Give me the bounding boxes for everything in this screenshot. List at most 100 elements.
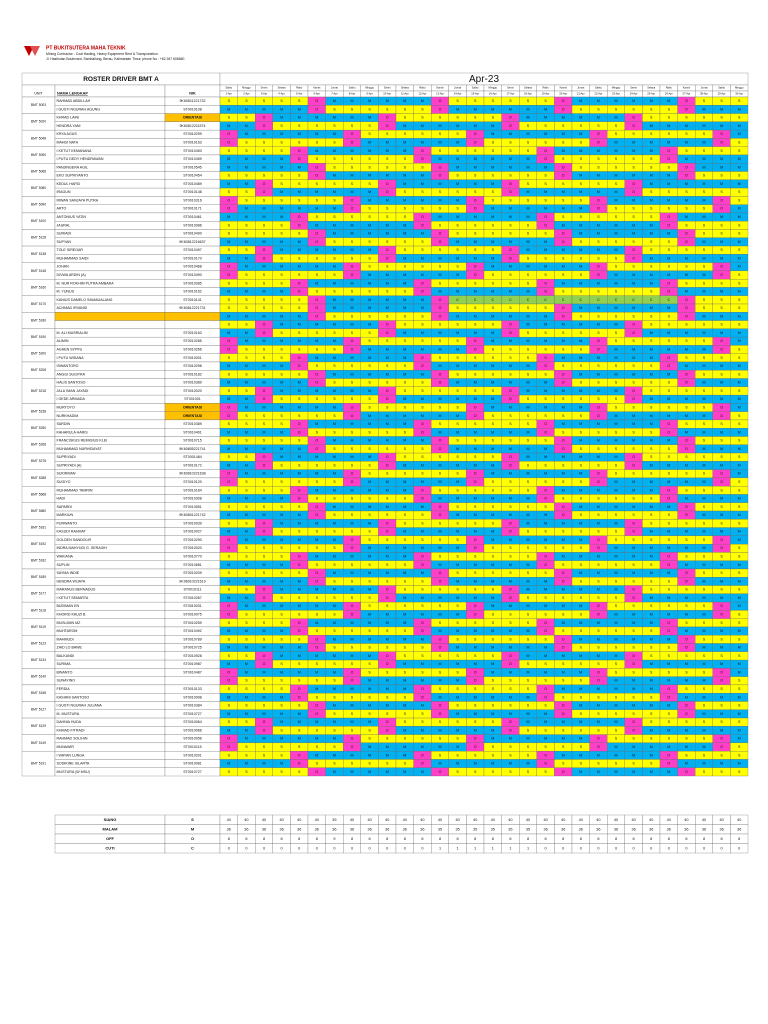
shift-code: M: [351, 149, 354, 153]
shift-code: M: [333, 132, 336, 136]
shift-code: M: [632, 687, 635, 691]
shift-code: M: [491, 604, 494, 608]
shift-code: S: [668, 165, 671, 169]
shift-code: M: [439, 463, 442, 467]
shift-code: M: [632, 232, 635, 236]
shift-code: O: [474, 679, 477, 683]
shift-code: O: [298, 364, 301, 368]
shift-code: M: [667, 571, 670, 575]
driver-name: BALKANDI: [57, 654, 75, 658]
driver-nik: ST0010148: [183, 190, 202, 194]
shift-code: M: [421, 140, 424, 144]
shift-code: M: [245, 256, 248, 260]
shift-code: S: [650, 190, 653, 194]
shift-code: O: [474, 207, 477, 211]
unit-label: BMT 5080: [31, 186, 46, 190]
shift-code: M: [280, 447, 283, 451]
shift-code: M: [579, 223, 582, 227]
shift-code: O: [386, 190, 389, 194]
shift-code: S: [263, 149, 266, 153]
shift-code: O: [351, 132, 354, 136]
shift-code: O: [474, 480, 477, 484]
shift-code: M: [703, 198, 706, 202]
shift-code: S: [580, 140, 583, 144]
shift-code: O: [298, 149, 301, 153]
shift-code: O: [667, 290, 670, 294]
shift-code: M: [703, 290, 706, 294]
shift-code: M: [720, 513, 723, 517]
shift-code: O: [509, 116, 512, 120]
shift-code: M: [333, 223, 336, 227]
shift-code: M: [227, 596, 230, 600]
day-date: 19-Apr: [542, 92, 550, 96]
shift-code: O: [263, 124, 266, 128]
driver-nik: ST0010164: [183, 488, 202, 492]
shift-code: M: [474, 397, 477, 401]
shift-code: O: [667, 555, 670, 559]
shift-code: M: [650, 612, 653, 616]
shift-code: M: [280, 646, 283, 650]
shift-code: O: [544, 356, 547, 360]
shift-code: S: [456, 265, 459, 269]
shift-code: S: [562, 215, 565, 219]
shift-code: M: [703, 579, 706, 583]
shift-code: O: [386, 389, 389, 393]
shift-code: M: [456, 530, 459, 534]
shift-code: M: [351, 654, 354, 658]
shift-code: M: [263, 712, 266, 716]
shift-code: M: [685, 397, 688, 401]
shift-code: M: [280, 381, 283, 385]
shift-code: M: [245, 596, 248, 600]
shift-code: M: [280, 290, 283, 294]
shift-code: M: [439, 695, 442, 699]
shift-code: M: [738, 107, 741, 111]
shift-code: S: [720, 248, 723, 252]
shift-code: M: [650, 414, 653, 418]
shift-code: S: [316, 140, 319, 144]
shift-code: M: [720, 397, 723, 401]
day-name: Sabtu: [349, 86, 356, 90]
unit-label: BMT 5180: [31, 318, 46, 322]
shift-code: S: [333, 140, 336, 144]
shift-code: M: [632, 174, 635, 178]
shift-code: M: [544, 712, 547, 716]
shift-code: O: [597, 480, 600, 484]
shift-code: O: [474, 612, 477, 616]
shift-code: M: [527, 405, 530, 409]
driver-nik: ST0010266: [183, 348, 202, 352]
shift-code: M: [280, 323, 283, 327]
driver-nik: ORIENTASI: [183, 414, 202, 418]
shift-code: M: [298, 604, 301, 608]
shift-code: M: [544, 190, 547, 194]
shift-code: M: [456, 157, 459, 161]
shift-code: M: [615, 372, 618, 376]
shift-code: O: [474, 140, 477, 144]
shift-code: M: [227, 513, 230, 517]
shift-code: M: [632, 140, 635, 144]
shift-code: M: [421, 198, 424, 202]
shift-code: S: [228, 232, 231, 236]
shift-code: O: [315, 372, 318, 376]
unit-label: BMT 5068: [31, 169, 46, 173]
shift-code: S: [632, 290, 635, 294]
shift-code: M: [280, 248, 283, 252]
driver-name: SURIADI: [57, 232, 72, 236]
shift-code: M: [263, 314, 266, 318]
shift-code: O: [544, 290, 547, 294]
shift-code: S: [580, 107, 583, 111]
shift-code: M: [280, 538, 283, 542]
shift-code: M: [650, 621, 653, 625]
shift-code: M: [333, 621, 336, 625]
shift-code: M: [650, 356, 653, 360]
shift-code: M: [227, 182, 230, 186]
shift-code: S: [580, 182, 583, 186]
shift-code: M: [703, 497, 706, 501]
shift-code: M: [562, 116, 565, 120]
shift-code: O: [263, 596, 266, 600]
day-date: 13-Apr: [436, 92, 444, 96]
shift-code: M: [738, 579, 741, 583]
shift-code: O: [298, 290, 301, 294]
shift-code: O: [439, 646, 442, 650]
shift-code: M: [703, 124, 706, 128]
